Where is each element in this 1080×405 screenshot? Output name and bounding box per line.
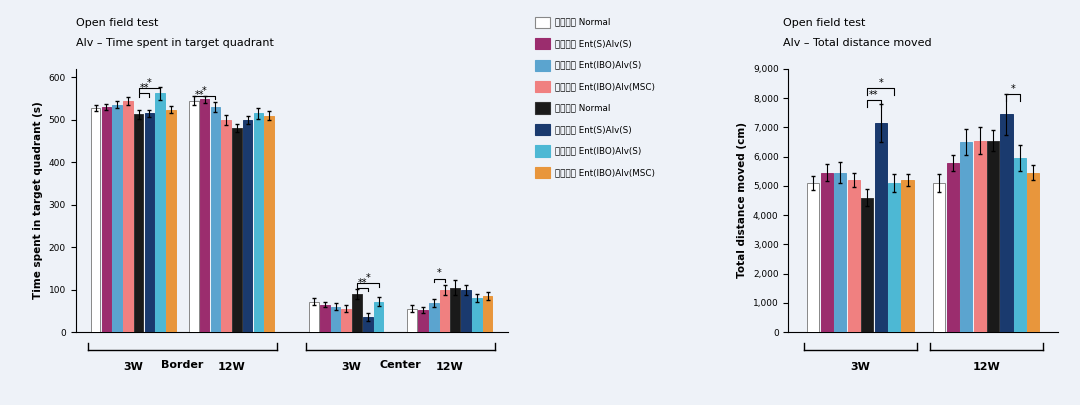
Bar [156, 94, 165, 332]
Text: **: ** [139, 83, 149, 93]
Text: Alv – Total distance moved: Alv – Total distance moved [783, 38, 932, 49]
Bar [320, 305, 329, 332]
Text: 12W: 12W [436, 362, 463, 371]
Bar [472, 298, 482, 332]
Bar [848, 180, 860, 332]
Text: *: * [1011, 84, 1015, 94]
Bar [309, 302, 319, 332]
Bar [947, 163, 959, 332]
Bar [211, 107, 220, 332]
Bar [166, 110, 176, 332]
Y-axis label: Total distance moved (cm): Total distance moved (cm) [738, 122, 747, 279]
Bar [232, 128, 242, 332]
Text: 단회주입 Ent(IBO)Alv(MSC): 단회주입 Ent(IBO)Alv(MSC) [555, 82, 656, 91]
Bar [861, 198, 874, 332]
Text: *: * [436, 268, 442, 278]
Bar [1000, 114, 1013, 332]
Text: 12W: 12W [217, 362, 245, 371]
Bar [123, 101, 133, 332]
Bar [834, 173, 847, 332]
Text: *: * [365, 273, 370, 283]
Bar [808, 183, 820, 332]
Text: 반복주입 Ent(IBO)Alv(MSC): 반복주입 Ent(IBO)Alv(MSC) [555, 168, 656, 177]
Bar [254, 113, 264, 332]
Bar [374, 302, 383, 332]
Text: *: * [147, 77, 152, 87]
Bar [1014, 158, 1026, 332]
Bar [243, 120, 253, 332]
Text: 3W: 3W [851, 362, 870, 371]
Bar [450, 288, 460, 332]
Bar [933, 183, 945, 332]
Bar [352, 294, 362, 332]
Text: 12W: 12W [972, 362, 1000, 371]
Bar [973, 141, 986, 332]
Text: Alv – Time spent in target quadrant: Alv – Time spent in target quadrant [76, 38, 273, 49]
Bar [821, 173, 833, 332]
Text: *: * [202, 85, 207, 96]
Bar [102, 107, 111, 332]
Text: Center: Center [380, 360, 421, 371]
Bar [330, 307, 340, 332]
Bar [1027, 173, 1039, 332]
Bar [145, 113, 154, 332]
Text: 반복주입 Normal: 반복주입 Normal [555, 104, 610, 113]
Bar [902, 180, 914, 332]
Text: 단회주입 Ent(IBO)Alv(S): 단회주입 Ent(IBO)Alv(S) [555, 61, 642, 70]
Text: Border: Border [161, 360, 203, 371]
Bar [112, 104, 122, 332]
Text: Open field test: Open field test [783, 18, 865, 28]
Text: 단회주입 Ent(S)Alv(S): 단회주입 Ent(S)Alv(S) [555, 39, 632, 48]
Bar [987, 141, 999, 332]
Text: 단회주입 Normal: 단회주입 Normal [555, 18, 610, 27]
Bar [189, 101, 199, 332]
Bar [960, 142, 972, 332]
Text: 3W: 3W [341, 362, 362, 371]
Bar [440, 290, 449, 332]
Bar [875, 123, 887, 332]
Text: 3W: 3W [123, 362, 144, 371]
Text: Open field test: Open field test [76, 18, 158, 28]
Bar [461, 290, 471, 332]
Bar [341, 309, 351, 332]
Bar [888, 183, 900, 332]
Bar [418, 310, 428, 332]
Bar [483, 296, 492, 332]
Y-axis label: Time spent in target quadrant (s): Time spent in target quadrant (s) [33, 102, 43, 299]
Text: **: ** [869, 90, 879, 100]
Bar [407, 309, 417, 332]
Bar [221, 120, 231, 332]
Text: **: ** [357, 277, 367, 288]
Bar [91, 108, 100, 332]
Text: *: * [878, 78, 883, 88]
Bar [265, 115, 274, 332]
Bar [134, 114, 144, 332]
Text: 반복주입 Ent(IBO)Alv(S): 반복주입 Ent(IBO)Alv(S) [555, 147, 642, 156]
Text: 반복주입 Ent(S)Alv(S): 반복주입 Ent(S)Alv(S) [555, 125, 632, 134]
Text: **: ** [194, 90, 204, 100]
Bar [363, 317, 373, 332]
Bar [200, 99, 210, 332]
Bar [429, 303, 438, 332]
